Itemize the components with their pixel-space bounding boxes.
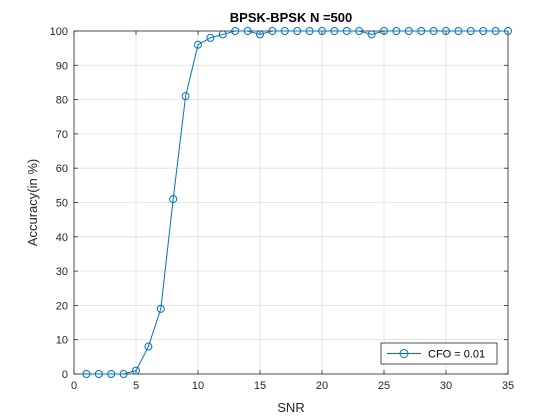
x-tick-label: 35 <box>502 380 514 392</box>
data-point <box>156 304 165 313</box>
y-tick-label: 70 <box>56 129 68 141</box>
x-tick-label: 20 <box>316 380 328 392</box>
data-point <box>355 27 364 35</box>
data-point <box>417 27 426 35</box>
data-point <box>466 27 475 35</box>
data-point <box>305 27 314 35</box>
data-point <box>380 27 388 35</box>
data-point <box>144 342 153 351</box>
plot-area: 0 5 10 15 20 25 30 35 0 10 20 30 40 50 60 70 80 90 100 <box>50 26 514 392</box>
data-point <box>454 27 463 35</box>
data-point <box>231 27 240 35</box>
x-tick-label: 0 <box>71 380 77 392</box>
legend: CFO = 0.01 <box>380 342 498 365</box>
data-point <box>342 27 351 35</box>
data-point <box>218 30 227 39</box>
data-point <box>479 27 488 35</box>
y-axis-label: Accuracy(in %) <box>25 159 40 246</box>
data-point <box>293 27 302 35</box>
y-tick-label: 30 <box>56 266 68 278</box>
data-point <box>82 370 91 378</box>
y-tick-label: 60 <box>56 163 68 175</box>
data-point <box>206 33 215 42</box>
y-tick-label: 10 <box>56 335 68 347</box>
chart-title: BPSK-BPSK N =500 <box>230 10 352 25</box>
legend-marker-sample <box>399 349 409 358</box>
y-tick-label: 0 <box>62 369 68 381</box>
data-point <box>330 27 339 35</box>
legend-entry-label: CFO = 0.01 <box>428 349 485 361</box>
x-axis-label: SNR <box>277 400 304 415</box>
data-point <box>94 370 103 378</box>
y-tick-label: 90 <box>56 60 68 72</box>
x-tick-label: 10 <box>192 380 204 392</box>
y-tick-label: 100 <box>50 26 68 38</box>
x-tick-label: 25 <box>378 380 390 392</box>
data-point <box>243 27 252 35</box>
data-point <box>429 27 438 35</box>
y-tick-label: 20 <box>56 300 68 312</box>
data-point <box>256 30 264 39</box>
legend-box <box>380 342 498 365</box>
data-point <box>442 27 450 35</box>
data-point <box>404 27 413 35</box>
data-point <box>367 30 376 39</box>
data-point <box>107 370 116 378</box>
data-point <box>268 27 277 35</box>
x-tick-label: 30 <box>440 380 452 392</box>
y-tick-label: 50 <box>56 198 68 210</box>
data-point <box>194 40 202 49</box>
data-point <box>132 366 140 375</box>
data-point <box>181 92 190 101</box>
series-line <box>86 30 508 375</box>
y-tick-label: 80 <box>56 95 68 107</box>
x-tick-label: 5 <box>133 380 139 392</box>
data-point <box>504 27 512 35</box>
data-point <box>169 195 178 204</box>
data-point <box>392 27 401 35</box>
y-tick-label: 40 <box>56 232 68 244</box>
x-tick-label: 15 <box>254 380 266 392</box>
data-point <box>280 27 289 35</box>
data-point <box>318 27 326 35</box>
data-point <box>491 27 500 35</box>
data-point <box>119 370 128 378</box>
